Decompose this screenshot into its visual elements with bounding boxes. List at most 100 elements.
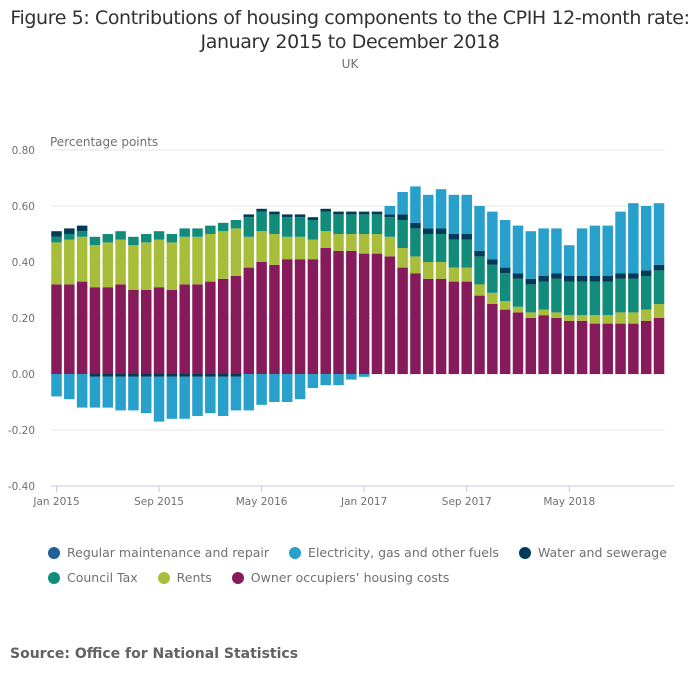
bar-segment[interactable]: [512, 306, 524, 313]
bar-segment[interactable]: [602, 281, 613, 316]
bar-segment[interactable]: [602, 315, 613, 324]
bar-segment[interactable]: [435, 228, 447, 234]
bar-segment[interactable]: [179, 376, 190, 419]
bar-segment[interactable]: [64, 234, 75, 240]
bar-segment[interactable]: [320, 211, 331, 232]
bar-segment[interactable]: [628, 278, 639, 313]
bar-segment[interactable]: [102, 287, 114, 374]
bar-segment[interactable]: [281, 217, 293, 237]
bar-segment[interactable]: [140, 376, 152, 414]
bar-segment[interactable]: [371, 253, 383, 374]
bar-segment[interactable]: [243, 214, 255, 218]
bar-segment[interactable]: [640, 320, 652, 374]
bar-segment[interactable]: [487, 304, 498, 374]
bar-segment[interactable]: [192, 228, 203, 237]
bar-segment[interactable]: [307, 374, 319, 388]
bar-segment[interactable]: [384, 214, 396, 218]
bar-segment[interactable]: [115, 376, 126, 411]
bar-segment[interactable]: [448, 267, 460, 282]
bar-segment[interactable]: [602, 323, 613, 374]
bar-segment[interactable]: [140, 374, 152, 377]
bar-segment[interactable]: [320, 231, 331, 248]
bar-segment[interactable]: [102, 374, 114, 377]
bar-segment[interactable]: [346, 250, 357, 374]
bar-segment[interactable]: [423, 228, 434, 234]
bar-segment[interactable]: [525, 312, 537, 318]
bar-segment[interactable]: [269, 211, 280, 215]
bar-segment[interactable]: [179, 374, 190, 377]
bar-segment[interactable]: [628, 273, 639, 279]
bar-segment[interactable]: [217, 376, 229, 416]
bar-segment[interactable]: [140, 290, 152, 374]
bar-segment[interactable]: [576, 320, 588, 374]
bar-segment[interactable]: [217, 222, 229, 232]
bar-segment[interactable]: [51, 284, 62, 374]
bar-segment[interactable]: [333, 214, 344, 234]
bar-segment[interactable]: [410, 222, 421, 229]
bar-segment[interactable]: [333, 211, 344, 215]
bar-segment[interactable]: [281, 214, 293, 218]
bar-segment[interactable]: [525, 278, 537, 285]
bar-segment[interactable]: [89, 376, 101, 408]
bar-segment[interactable]: [269, 214, 280, 234]
bar-segment[interactable]: [410, 186, 421, 223]
bar-segment[interactable]: [243, 267, 255, 374]
bar-segment[interactable]: [269, 374, 280, 402]
bar-segment[interactable]: [320, 208, 331, 212]
bar-segment[interactable]: [102, 242, 114, 288]
bar-segment[interactable]: [628, 323, 639, 374]
bar-segment[interactable]: [166, 234, 178, 243]
bar-segment[interactable]: [461, 281, 472, 374]
bar-segment[interactable]: [602, 225, 613, 276]
bar-segment[interactable]: [499, 301, 511, 310]
bar-segment[interactable]: [294, 374, 306, 400]
bar-segment[interactable]: [525, 231, 537, 279]
bar-segment[interactable]: [423, 278, 434, 374]
bar-segment[interactable]: [205, 225, 216, 234]
bar-segment[interactable]: [653, 270, 665, 304]
bar-segment[interactable]: [615, 278, 626, 313]
bar-segment[interactable]: [205, 374, 216, 377]
bar-segment[interactable]: [474, 284, 485, 296]
bar-segment[interactable]: [423, 262, 434, 279]
bar-segment[interactable]: [653, 264, 665, 271]
bar-segment[interactable]: [384, 217, 396, 237]
bar-segment[interactable]: [333, 250, 344, 374]
bar-segment[interactable]: [307, 217, 319, 220]
bar-segment[interactable]: [371, 214, 383, 234]
bar-segment[interactable]: [474, 256, 485, 285]
bar-segment[interactable]: [589, 225, 601, 276]
bar-segment[interactable]: [410, 256, 421, 274]
bar-segment[interactable]: [281, 374, 293, 402]
bar-segment[interactable]: [564, 276, 575, 282]
bar-segment[interactable]: [333, 234, 344, 251]
bar-segment[interactable]: [615, 312, 626, 324]
bar-segment[interactable]: [166, 290, 178, 374]
bar-segment[interactable]: [346, 234, 357, 251]
bar-segment[interactable]: [102, 234, 114, 243]
bar-segment[interactable]: [512, 273, 524, 279]
bar-segment[interactable]: [499, 309, 511, 374]
bar-segment[interactable]: [166, 374, 178, 377]
bar-segment[interactable]: [435, 189, 447, 229]
bar-segment[interactable]: [320, 248, 331, 374]
bar-segment[interactable]: [512, 225, 524, 274]
bar-segment[interactable]: [461, 234, 472, 240]
bar-segment[interactable]: [487, 211, 498, 260]
bar-segment[interactable]: [217, 374, 229, 377]
bar-segment[interactable]: [89, 245, 101, 288]
bar-segment[interactable]: [499, 220, 511, 268]
bar-segment[interactable]: [615, 273, 626, 279]
bar-segment[interactable]: [640, 276, 652, 310]
bar-segment[interactable]: [64, 374, 75, 400]
bar-segment[interactable]: [384, 236, 396, 257]
bar-segment[interactable]: [346, 211, 357, 215]
bar-segment[interactable]: [448, 234, 460, 240]
bar-segment[interactable]: [51, 231, 62, 237]
bar-segment[interactable]: [358, 234, 370, 254]
bar-segment[interactable]: [576, 281, 588, 316]
bar-segment[interactable]: [179, 236, 190, 285]
bar-segment[interactable]: [166, 376, 178, 419]
bar-segment[interactable]: [64, 228, 75, 234]
bar-segment[interactable]: [333, 374, 344, 386]
